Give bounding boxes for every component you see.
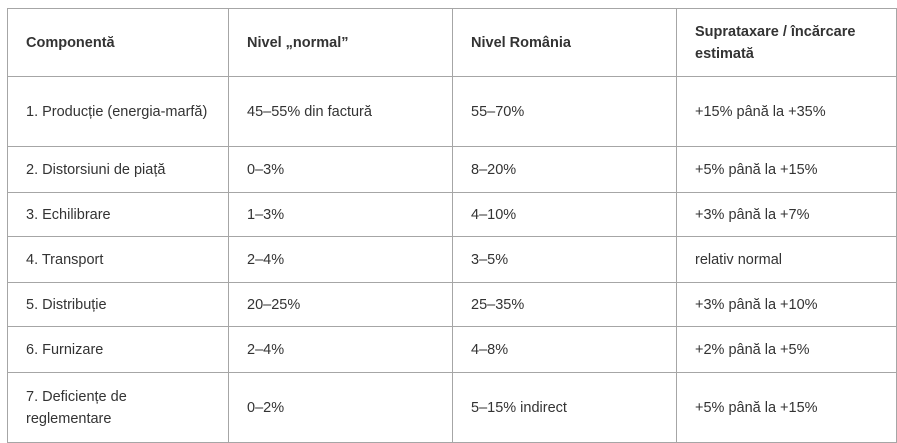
table-cell: relativ normal <box>676 236 897 283</box>
header-cell: Nivel România <box>452 8 677 77</box>
table-cell: 7. Deficiențe de reglementare <box>7 372 229 443</box>
table: Componentă Nivel „normal” Nivel România Sup… <box>7 8 897 443</box>
table-cell: 2–4% <box>228 326 453 373</box>
table-cell: +5% până la +15% <box>676 372 897 443</box>
table-cell: 3. Echilibrare <box>7 192 229 237</box>
table-cell: 2–4% <box>228 236 453 283</box>
table-row: 1. Producție (energia-marfă) 45–55% din f… <box>7 76 897 147</box>
header-row: Componentă Nivel „normal” Nivel România Sup… <box>7 8 897 77</box>
header-cell: Nivel „normal” <box>228 8 453 77</box>
table-cell: 25–35% <box>452 282 677 327</box>
table-cell: 0–2% <box>228 372 453 443</box>
table-cell: 1–3% <box>228 192 453 237</box>
table-cell: 3–5% <box>452 236 677 283</box>
header-cell: Suprataxare / încărcare estimată <box>676 8 897 77</box>
table-cell: +3% până la +10% <box>676 282 897 327</box>
table-cell: 0–3% <box>228 146 453 193</box>
table-cell: 4. Transport <box>7 236 229 283</box>
table-row: 2. Distorsiuni de piață 0–3% 8–20% +5% până… <box>7 146 897 193</box>
table-row: 3. Echilibrare 1–3% 4–10% +3% până la +7% <box>7 192 897 237</box>
table-cell: 1. Producție (energia-marfă) <box>7 76 229 147</box>
table-cell: 55–70% <box>452 76 677 147</box>
table-cell: 45–55% din factură <box>228 76 453 147</box>
table-cell: +2% până la +5% <box>676 326 897 373</box>
table-cell: +3% până la +7% <box>676 192 897 237</box>
table-row: 7. Deficiențe de reglementare 0–2% 5–15% i… <box>7 372 897 443</box>
table-cell: 8–20% <box>452 146 677 193</box>
table-cell: 5–15% indirect <box>452 372 677 443</box>
table-row: 4. Transport 2–4% 3–5% relativ normal <box>7 236 897 283</box>
header-cell: Componentă <box>7 8 229 77</box>
table-cell: 2. Distorsiuni de piață <box>7 146 229 193</box>
table-cell: 5. Distribuție <box>7 282 229 327</box>
table-row: 5. Distribuție 20–25% 25–35% +3% până la +1… <box>7 282 897 327</box>
table-cell: 20–25% <box>228 282 453 327</box>
table-row: 6. Furnizare 2–4% 4–8% +2% până la +5% <box>7 326 897 373</box>
table-cell: 4–10% <box>452 192 677 237</box>
table-cell: 6. Furnizare <box>7 326 229 373</box>
table-cell: 4–8% <box>452 326 677 373</box>
table-cell: +5% până la +15% <box>676 146 897 193</box>
table-cell: +15% până la +35% <box>676 76 897 147</box>
